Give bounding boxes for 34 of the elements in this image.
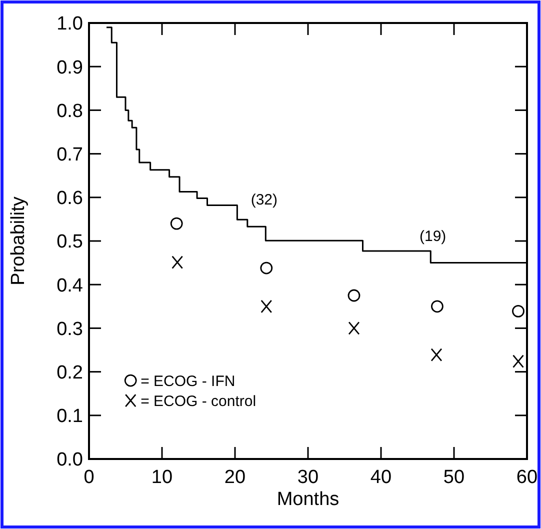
legend-label: = ECOG - IFN bbox=[140, 372, 236, 390]
point bbox=[348, 322, 360, 335]
x-tick-label: 30 bbox=[297, 467, 319, 488]
x-tick-label: 60 bbox=[516, 467, 538, 488]
annotation: (32) bbox=[250, 192, 278, 209]
legend-label: = ECOG - control bbox=[140, 392, 256, 410]
y-tick-label: 0.6 bbox=[56, 188, 83, 210]
y-tick-label: 0.8 bbox=[56, 100, 83, 122]
x-tick-label: 0 bbox=[84, 467, 94, 488]
y-tick-label: 0.0 bbox=[56, 450, 83, 471]
point bbox=[512, 304, 524, 318]
point bbox=[512, 354, 524, 368]
x-tick-label: 40 bbox=[370, 467, 392, 488]
y-tick-label: 0.4 bbox=[56, 275, 84, 296]
x-tick-label: 10 bbox=[151, 467, 173, 488]
x-tick-label: 20 bbox=[224, 467, 246, 488]
y-tick-label: 1.0 bbox=[56, 14, 83, 35]
point bbox=[430, 348, 442, 362]
point bbox=[260, 300, 272, 314]
y-tick-label: 0.3 bbox=[56, 318, 83, 340]
point bbox=[172, 256, 184, 270]
y-tick-label: 0.2 bbox=[56, 362, 83, 384]
y-tick-label: 0.5 bbox=[56, 232, 83, 253]
point bbox=[348, 289, 360, 302]
y-tick-label: 0.9 bbox=[56, 57, 83, 78]
annotation: (19) bbox=[419, 228, 446, 245]
y-tick-label: 0.1 bbox=[56, 406, 83, 428]
x-tick-label: 50 bbox=[443, 467, 465, 488]
y-tick-label: 0.7 bbox=[56, 144, 83, 166]
point bbox=[260, 262, 273, 274]
point bbox=[431, 300, 444, 313]
x-axis-title: Months bbox=[276, 489, 340, 510]
y-axis-title: Probability bbox=[8, 196, 29, 286]
point bbox=[170, 217, 183, 230]
